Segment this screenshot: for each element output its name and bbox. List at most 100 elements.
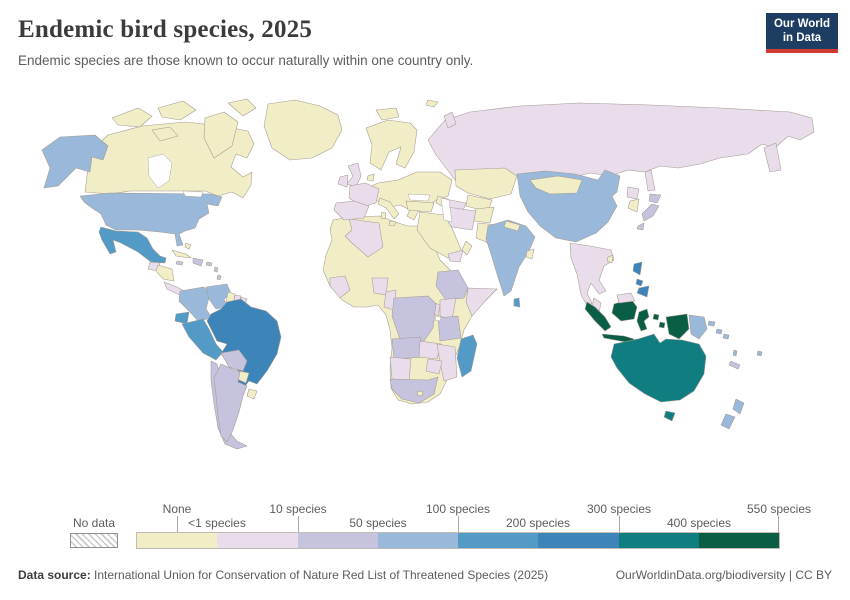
region-mexico[interactable] [98,226,167,264]
region-turkey[interactable] [405,200,435,213]
region-tanzania[interactable] [437,315,462,342]
region-indonesia-moluccas-1[interactable] [652,313,660,321]
region-vanuatu[interactable] [732,349,738,357]
region-new-zealand-south[interactable] [720,413,736,430]
region-ireland[interactable] [337,174,349,188]
region-lesser-antilles-2[interactable] [216,274,222,281]
legend-bin-300-400[interactable] [618,533,699,548]
region-mozambique[interactable] [436,343,458,382]
region-sakhalin[interactable] [644,169,656,192]
region-canada-island-4[interactable] [151,126,179,142]
region-bolivia[interactable] [220,349,248,372]
region-somalia[interactable] [465,287,498,317]
region-philippines-luzon[interactable] [632,261,643,276]
region-nepal[interactable] [503,220,521,232]
region-japan-honshu[interactable] [641,203,660,222]
legend-bin-100-200[interactable] [458,533,539,548]
region-namibia[interactable] [389,356,412,382]
region-nigeria[interactable] [371,277,389,296]
owid-link[interactable]: OurWorldinData.org/biodiversity | CC BY [615,568,832,582]
region-lesotho[interactable] [416,390,424,397]
region-usa[interactable] [79,192,223,247]
region-tasmania[interactable] [663,410,676,422]
region-drc[interactable] [391,295,437,342]
region-mongolia[interactable] [529,175,583,195]
region-solomon-2[interactable] [722,333,730,340]
region-france[interactable] [348,182,380,208]
legend-bin-50-100[interactable] [377,533,458,548]
region-algeria[interactable] [344,218,384,258]
region-south-africa[interactable] [389,376,439,404]
legend-bin-none[interactable] [137,533,218,548]
region-papua-new-guinea[interactable] [688,314,708,340]
region-fiji[interactable] [756,350,763,357]
region-philippines-mindanao[interactable] [636,285,650,298]
region-scandinavia[interactable] [365,119,418,171]
region-uruguay[interactable] [246,388,258,400]
region-afghanistan[interactable] [473,206,495,224]
region-new-caledonia[interactable] [728,360,741,370]
region-argentina[interactable] [213,363,248,443]
region-indonesia-papua[interactable] [665,313,690,340]
region-venezuela[interactable] [205,283,232,310]
region-indonesia-moluccas-2[interactable] [658,321,666,329]
region-canada-island-2[interactable] [157,100,197,121]
region-solomon-1[interactable] [715,328,723,335]
region-canada-island-baffin[interactable] [203,111,239,159]
legend-bin-200-300[interactable] [538,533,619,548]
region-indonesia-sulawesi[interactable] [636,308,650,332]
legend-bin-400-550[interactable] [698,533,779,548]
region-indonesia-sumatra[interactable] [584,301,612,332]
region-greenland[interactable] [263,99,343,161]
region-bangladesh[interactable] [525,248,535,260]
region-australia[interactable] [610,333,707,403]
region-uk[interactable] [346,162,362,188]
region-italy[interactable] [377,197,400,220]
region-guinea-coast[interactable] [329,275,351,299]
region-japan-hokkaido[interactable] [648,193,662,204]
region-canada-island-1[interactable] [111,107,153,128]
region-oman[interactable] [461,240,473,256]
legend-tick-none: None [162,502,192,516]
region-malaysia-borneo[interactable] [616,292,636,304]
region-philippines-visayas[interactable] [635,278,644,287]
region-lesser-antilles-1[interactable] [213,266,219,273]
region-madagascar[interactable] [456,334,478,378]
region-cuba[interactable] [171,249,192,259]
region-puerto-rico[interactable] [205,261,213,267]
region-japan-kyushu[interactable] [636,222,645,231]
region-novaya-zemlya[interactable] [443,111,457,129]
region-jamaica[interactable] [175,260,184,266]
region-honduras-nicaragua[interactable] [155,264,175,282]
region-se-asia-mainland[interactable] [569,242,615,308]
region-iberia[interactable] [333,200,370,221]
region-sardinia[interactable] [380,211,387,220]
region-denmark[interactable] [366,173,375,182]
region-taiwan[interactable] [606,254,614,264]
region-svalbard[interactable] [425,99,439,108]
region-kazakhstan[interactable] [454,167,518,200]
region-alaska[interactable] [41,134,109,189]
legend-no-data-swatch[interactable] [70,533,118,548]
region-canada-island-3[interactable] [227,98,257,117]
region-ecuador[interactable] [174,311,190,325]
region-bahamas[interactable] [184,242,192,250]
region-zambia[interactable] [418,340,442,360]
region-sicily[interactable] [388,220,397,227]
region-ethiopia[interactable] [435,269,469,301]
owid-logo[interactable]: Our World in Data [766,13,838,49]
region-sri-lanka[interactable] [513,297,521,308]
legend-bin-10-50[interactable] [297,533,378,548]
region-kamchatka[interactable] [763,142,782,173]
legend-bin-lt1-10[interactable] [217,533,298,548]
region-zimbabwe[interactable] [425,358,443,375]
region-iceland[interactable] [375,107,400,121]
region-hispaniola[interactable] [192,257,204,267]
region-north-korea[interactable] [626,186,640,200]
region-yemen[interactable] [447,249,464,263]
region-new-britain[interactable] [707,320,716,327]
region-india[interactable] [485,219,536,297]
region-south-korea[interactable] [627,198,640,213]
region-new-zealand-north[interactable] [732,398,745,415]
